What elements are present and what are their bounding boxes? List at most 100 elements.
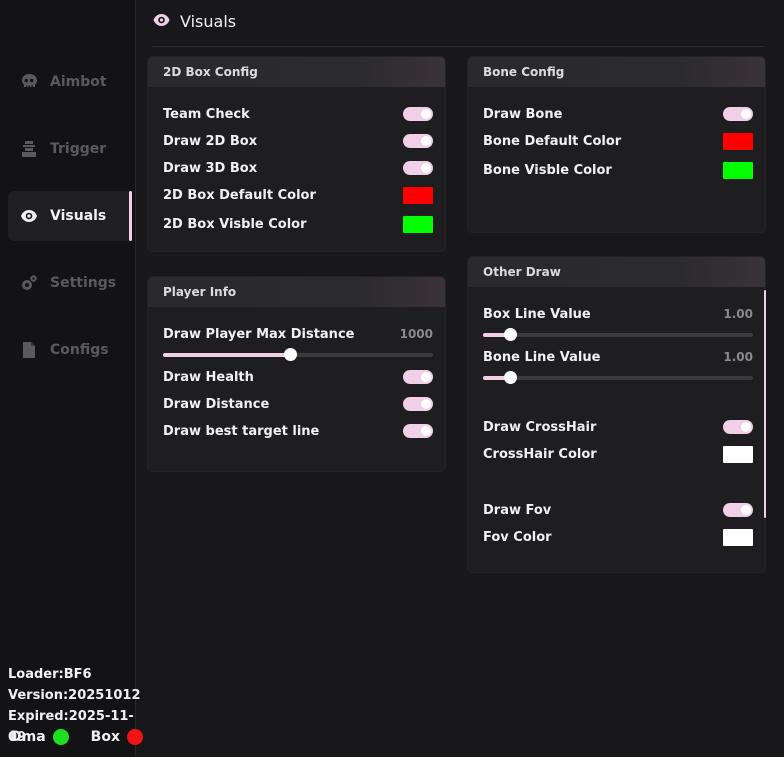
fov-color-label: Fov Color: [483, 529, 552, 545]
scrollbar[interactable]: [764, 290, 766, 518]
sidebar-item-label: Aimbot: [50, 74, 107, 90]
team-check-toggle[interactable]: [403, 107, 433, 121]
slider-fill: [483, 333, 510, 337]
box-line-slider[interactable]: [483, 328, 753, 341]
bone-line-row: Bone Line Value 1.00: [483, 347, 753, 367]
fov-color-swatch[interactable]: [723, 528, 753, 546]
box-visible-color-row: 2D Box Visble Color: [163, 214, 433, 234]
header-divider: [152, 46, 764, 47]
bone-line-slider[interactable]: [483, 371, 753, 384]
box-config-panel: 2D Box Config Team Check Draw 2D Box Dra…: [147, 56, 446, 252]
bone-visible-color-row: Bone Visble Color: [483, 160, 753, 180]
box-visible-color-label: 2D Box Visble Color: [163, 216, 307, 232]
bone-config-panel: Bone Config Draw Bone Bone Default Color…: [467, 56, 766, 233]
sidebar-item-settings[interactable]: Settings: [8, 258, 132, 308]
skull-icon: [20, 73, 38, 91]
loader-info: Loader:BF6 Version:20251012 Expired:2025…: [8, 664, 141, 748]
box-label: Box: [90, 729, 120, 745]
panel-title: 2D Box Config: [148, 57, 445, 87]
crosshair-color-row: CrossHair Color: [483, 444, 753, 464]
status-indicators: Dma Box: [10, 729, 143, 745]
bone-visible-color-swatch[interactable]: [723, 161, 753, 179]
panel-title: Bone Config: [468, 57, 765, 87]
draw-2d-box-toggle[interactable]: [403, 134, 433, 148]
crosshair-color-swatch[interactable]: [723, 445, 753, 463]
draw-health-row: Draw Health: [163, 367, 433, 387]
draw-distance-label: Draw Distance: [163, 396, 270, 412]
sidebar-item-label: Visuals: [50, 208, 107, 224]
draw-bone-label: Draw Bone: [483, 106, 563, 122]
draw-distance-toggle[interactable]: [403, 397, 433, 411]
dma-label: Dma: [10, 729, 46, 745]
max-distance-label: Draw Player Max Distance: [163, 326, 355, 342]
draw-bone-row: Draw Bone: [483, 104, 753, 124]
draw-bone-toggle[interactable]: [723, 107, 753, 121]
sidebar-item-label: Trigger: [50, 141, 107, 157]
draw-2d-box-label: Draw 2D Box: [163, 133, 258, 149]
bone-default-color-label: Bone Default Color: [483, 133, 622, 149]
max-distance-slider[interactable]: [163, 348, 433, 361]
sidebar-item-configs[interactable]: Configs: [8, 325, 132, 375]
team-check-row: Team Check: [163, 104, 433, 124]
bone-visible-color-label: Bone Visble Color: [483, 162, 612, 178]
other-draw-panel: Other Draw Box Line Value 1.00 Bone Line…: [467, 256, 766, 573]
draw-crosshair-toggle[interactable]: [723, 420, 753, 434]
panel-title: Other Draw: [468, 257, 765, 287]
sidebar-item-visuals[interactable]: Visuals: [8, 191, 132, 241]
loader-text: Loader:BF6: [8, 667, 92, 682]
dma-status-dot: [52, 729, 69, 745]
draw-3d-box-toggle[interactable]: [403, 161, 433, 175]
crosshair-color-label: CrossHair Color: [483, 446, 597, 462]
max-distance-row: Draw Player Max Distance 1000: [163, 324, 433, 344]
file-icon: [20, 341, 38, 359]
draw-fov-toggle[interactable]: [723, 503, 753, 517]
draw-distance-row: Draw Distance: [163, 394, 433, 414]
page-header: Visuals: [152, 12, 236, 31]
slider-thumb[interactable]: [504, 328, 517, 341]
player-info-panel: Player Info Draw Player Max Distance 100…: [147, 276, 446, 472]
box-default-color-row: 2D Box Default Color: [163, 185, 433, 205]
draw-3d-box-row: Draw 3D Box: [163, 158, 433, 178]
box-line-value: 1.00: [723, 307, 753, 321]
expired-text: Expired:2025-11-09: [8, 709, 134, 745]
draw-health-toggle[interactable]: [403, 370, 433, 384]
box-default-color-swatch[interactable]: [403, 186, 433, 204]
team-check-label: Team Check: [163, 106, 250, 122]
box-line-label: Box Line Value: [483, 306, 591, 322]
draw-crosshair-label: Draw CrossHair: [483, 419, 597, 435]
draw-target-line-toggle[interactable]: [403, 424, 433, 438]
eye-icon: [152, 12, 171, 31]
box-default-color-label: 2D Box Default Color: [163, 187, 316, 203]
eye-icon: [20, 207, 38, 225]
box-status-dot: [126, 729, 143, 745]
box-visible-color-swatch[interactable]: [403, 215, 433, 233]
draw-3d-box-label: Draw 3D Box: [163, 160, 258, 176]
bone-line-label: Bone Line Value: [483, 349, 601, 365]
draw-health-label: Draw Health: [163, 369, 254, 385]
draw-target-line-label: Draw best target line: [163, 423, 320, 439]
trigger-icon: [20, 140, 38, 158]
slider-fill: [163, 353, 290, 357]
sidebar-item-label: Configs: [50, 342, 109, 358]
bone-default-color-swatch[interactable]: [723, 132, 753, 150]
draw-2d-box-row: Draw 2D Box: [163, 131, 433, 151]
slider-thumb[interactable]: [504, 371, 517, 384]
draw-target-line-row: Draw best target line: [163, 421, 433, 441]
bone-default-color-row: Bone Default Color: [483, 131, 753, 151]
version-text: Version:20251012: [8, 688, 141, 703]
sidebar-item-aimbot[interactable]: Aimbot: [8, 57, 132, 107]
draw-crosshair-row: Draw CrossHair: [483, 417, 753, 437]
bone-line-value: 1.00: [723, 350, 753, 364]
sidebar: Aimbot Trigger Visuals Settings Configs: [0, 0, 143, 757]
page-title: Visuals: [180, 12, 237, 31]
sidebar-item-label: Settings: [50, 275, 117, 291]
sidebar-item-trigger[interactable]: Trigger: [8, 124, 132, 174]
slider-fill: [483, 376, 510, 380]
box-line-row: Box Line Value 1.00: [483, 304, 753, 324]
max-distance-value: 1000: [399, 327, 433, 341]
fov-color-row: Fov Color: [483, 527, 753, 547]
slider-thumb[interactable]: [283, 348, 297, 361]
draw-fov-label: Draw Fov: [483, 502, 552, 518]
panel-title: Player Info: [148, 277, 445, 307]
